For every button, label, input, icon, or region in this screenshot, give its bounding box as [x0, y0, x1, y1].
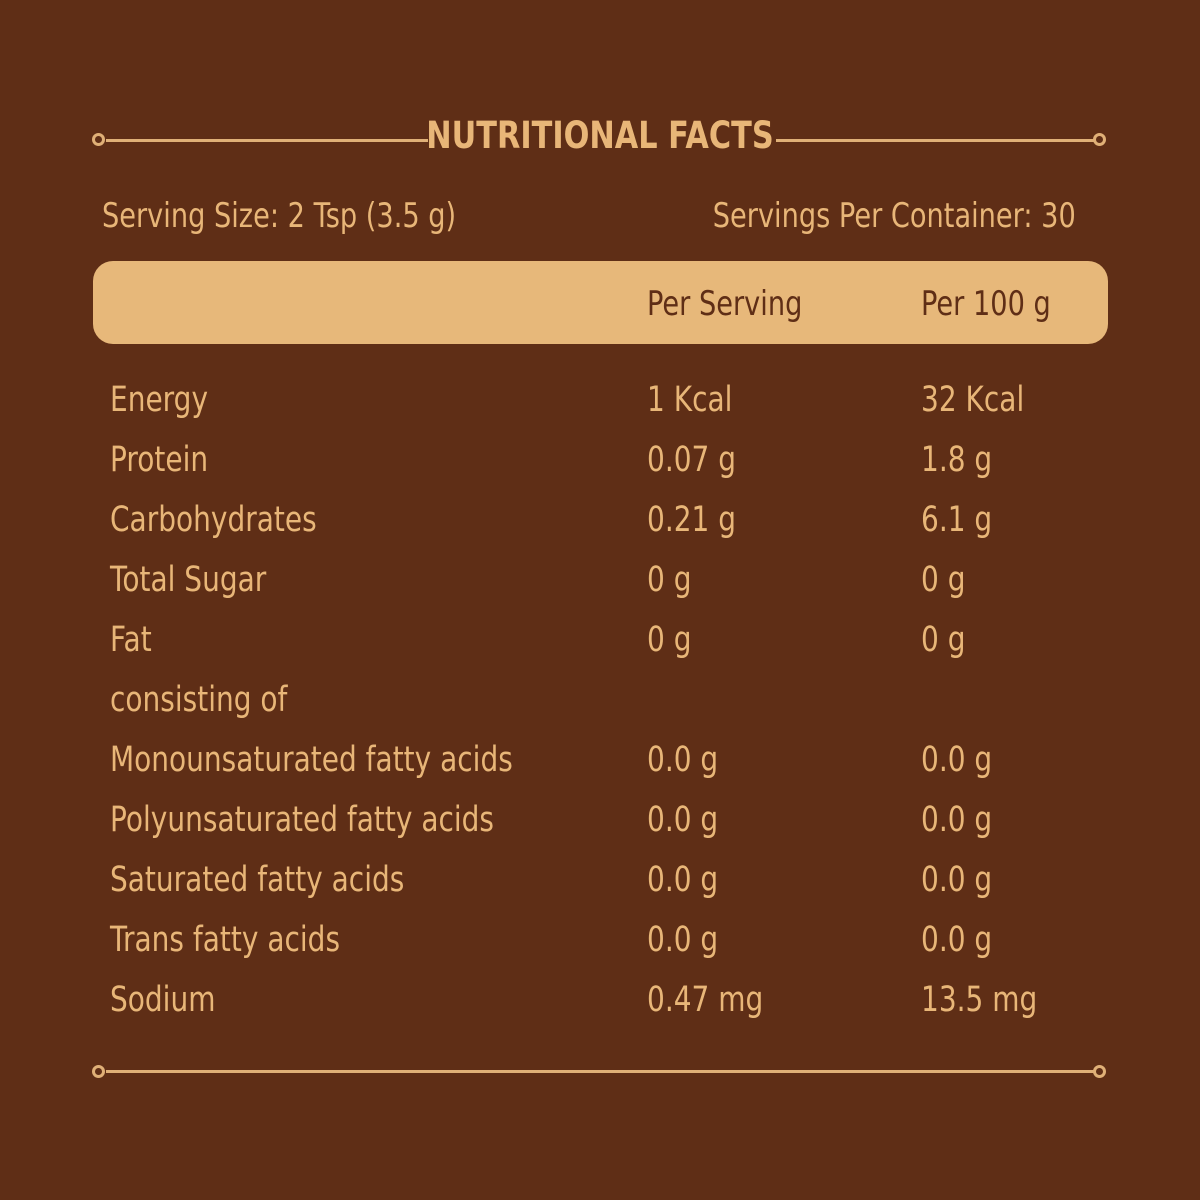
serving-size: Serving Size: 2 Tsp (3.5 g) — [102, 196, 457, 236]
top-right-ornament-line — [776, 139, 1094, 142]
per-serving-value: 0.47 mg — [647, 980, 764, 1020]
bottom-right-ornament-dot — [1093, 1065, 1106, 1078]
nutrient-label: Energy — [110, 380, 209, 420]
nutrient-label: consisting of — [110, 680, 288, 720]
per-serving-value: 0.21 g — [647, 500, 737, 540]
per-100g-value: 13.5 mg — [921, 980, 1038, 1020]
top-left-ornament-dot — [92, 133, 105, 146]
table-row: Trans fatty acids 0.0 g 0.0 g — [0, 910, 1200, 970]
nutrient-label: Saturated fatty acids — [110, 860, 405, 900]
table-row: Carbohydrates 0.21 g 6.1 g — [0, 490, 1200, 550]
nutrient-label: Carbohydrates — [110, 500, 317, 540]
table-row: consisting of — [0, 670, 1200, 730]
top-right-ornament-dot — [1093, 133, 1106, 146]
per-serving-value: 1 Kcal — [647, 380, 733, 420]
nutrition-table: Energy 1 Kcal 32 Kcal Protein 0.07 g 1.8… — [0, 370, 1200, 1030]
table-header-bar — [93, 261, 1108, 344]
table-row: Energy 1 Kcal 32 Kcal — [0, 370, 1200, 430]
per-100g-value: 0.0 g — [921, 800, 993, 840]
column-header-per-100g: Per 100 g — [921, 284, 1051, 324]
per-100g-value: 0.0 g — [921, 920, 993, 960]
table-row: Protein 0.07 g 1.8 g — [0, 430, 1200, 490]
page-title: NUTRITIONAL FACTS — [426, 114, 774, 157]
nutrient-label: Polyunsaturated fatty acids — [110, 800, 495, 840]
nutrient-label: Trans fatty acids — [110, 920, 341, 960]
per-serving-value: 0.0 g — [647, 920, 719, 960]
per-serving-value: 0.0 g — [647, 740, 719, 780]
table-row: Sodium 0.47 mg 13.5 mg — [0, 970, 1200, 1030]
per-100g-value: 0.0 g — [921, 860, 993, 900]
per-serving-value: 0.07 g — [647, 440, 737, 480]
per-100g-value: 0 g — [921, 560, 966, 600]
nutrient-label: Protein — [110, 440, 209, 480]
table-row: Saturated fatty acids 0.0 g 0.0 g — [0, 850, 1200, 910]
table-row: Monounsaturated fatty acids 0.0 g 0.0 g — [0, 730, 1200, 790]
per-100g-value: 1.8 g — [921, 440, 993, 480]
per-100g-value: 32 Kcal — [921, 380, 1025, 420]
nutrient-label: Total Sugar — [110, 560, 267, 600]
nutrient-label: Sodium — [110, 980, 216, 1020]
nutrient-label: Fat — [110, 620, 152, 660]
per-serving-value: 0 g — [647, 560, 692, 600]
per-100g-value: 0.0 g — [921, 740, 993, 780]
per-serving-value: 0.0 g — [647, 860, 719, 900]
table-row: Total Sugar 0 g 0 g — [0, 550, 1200, 610]
per-100g-value: 0 g — [921, 620, 966, 660]
table-row: Polyunsaturated fatty acids 0.0 g 0.0 g — [0, 790, 1200, 850]
bottom-ornament-line — [106, 1070, 1094, 1073]
column-header-per-serving: Per Serving — [647, 284, 803, 324]
per-serving-value: 0.0 g — [647, 800, 719, 840]
top-left-ornament-line — [106, 139, 428, 142]
bottom-left-ornament-dot — [92, 1065, 105, 1078]
servings-per-container: Servings Per Container: 30 — [712, 196, 1076, 236]
per-serving-value: 0 g — [647, 620, 692, 660]
nutrient-label: Monounsaturated fatty acids — [110, 740, 513, 780]
per-100g-value: 6.1 g — [921, 500, 993, 540]
table-row: Fat 0 g 0 g — [0, 610, 1200, 670]
